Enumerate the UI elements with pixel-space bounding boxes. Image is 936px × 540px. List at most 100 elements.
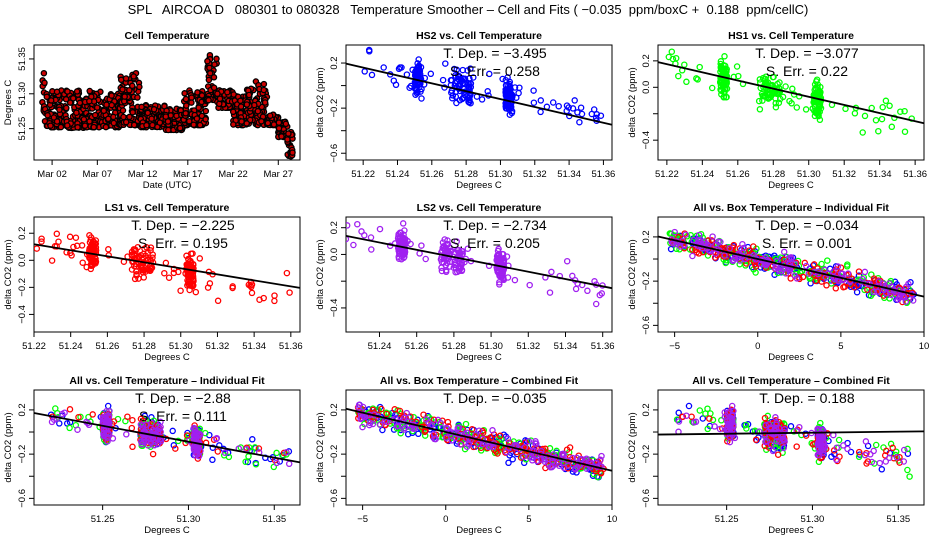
data-point: [204, 57, 211, 65]
data-point: [126, 86, 133, 94]
data-point: [773, 419, 780, 427]
data-point: [188, 99, 195, 106]
data-point: [53, 230, 61, 238]
data-point: [103, 430, 110, 437]
data-point: [136, 259, 143, 267]
data-point: [457, 265, 464, 272]
y-tick-label: −0.6: [641, 316, 652, 335]
chart-panel-all-vs-box-combined: All vs. Box Temperature – Combined Fit−5…: [315, 375, 617, 536]
x-axis-label: Degrees C: [456, 525, 502, 536]
data-point: [576, 118, 583, 126]
data-point: [864, 286, 871, 293]
x-tick-label: 51.22: [22, 341, 46, 352]
data-point: [399, 220, 407, 227]
data-point: [444, 418, 452, 426]
data-point: [462, 420, 470, 428]
data-point: [190, 261, 197, 269]
data-point: [252, 461, 260, 468]
data-point: [461, 91, 468, 99]
data-point: [588, 110, 596, 118]
data-point: [882, 458, 890, 465]
data-point: [144, 109, 152, 117]
x-tick-label: Mar 22: [218, 169, 248, 180]
plot-frame: [33, 389, 301, 506]
data-point: [694, 76, 701, 83]
data-point: [790, 428, 798, 435]
data-point: [403, 409, 410, 417]
data-point: [423, 419, 430, 426]
data-point: [723, 65, 730, 73]
data-point: [814, 425, 821, 433]
panel-title: LS2 vs. Cell Temperature: [417, 202, 542, 214]
data-point: [376, 421, 384, 429]
data-point: [87, 236, 94, 244]
data-point: [245, 453, 252, 460]
data-point: [379, 426, 386, 434]
data-point: [91, 111, 99, 119]
data-point: [196, 255, 204, 262]
data-point: [248, 289, 256, 297]
data-point: [755, 97, 763, 105]
data-point: [740, 244, 747, 252]
data-point: [893, 454, 901, 461]
data-point: [832, 285, 840, 292]
data-point: [781, 425, 788, 433]
plot-frame: [657, 216, 925, 333]
data-point: [449, 94, 456, 102]
data-point: [782, 83, 789, 90]
data-point: [40, 69, 48, 77]
data-point: [126, 113, 133, 121]
y-tick-label: 0.2: [329, 56, 340, 69]
data-point: [209, 444, 217, 451]
data-point: [66, 233, 74, 241]
data-point: [418, 242, 425, 249]
data-point: [519, 453, 527, 460]
data-point: [214, 448, 222, 455]
data-point: [502, 448, 510, 456]
y-axis-label: delta CO2 (ppm): [627, 239, 638, 309]
data-point: [47, 122, 54, 129]
data-point: [803, 262, 810, 270]
data-point: [284, 136, 291, 143]
data-point: [906, 473, 913, 480]
data-point: [366, 421, 373, 429]
data-point: [43, 93, 51, 101]
data-point: [835, 436, 843, 444]
data-point: [563, 102, 571, 109]
data-point: [237, 103, 245, 110]
data-point: [709, 416, 717, 424]
data-point: [198, 92, 206, 99]
data-point: [108, 92, 115, 99]
data-point: [904, 445, 911, 453]
data-point: [485, 443, 493, 451]
data-point: [119, 107, 127, 114]
data-point: [815, 434, 823, 441]
data-point: [717, 60, 724, 68]
data-point: [93, 104, 101, 111]
x-tick-label: 51.35: [886, 514, 910, 525]
data-point: [775, 99, 783, 107]
data-point: [463, 443, 471, 450]
data-point: [870, 288, 877, 296]
data-point: [909, 297, 917, 304]
panel-title: LS1 vs. Cell Temperature: [105, 202, 230, 214]
data-point: [361, 68, 368, 75]
data-point: [499, 251, 507, 258]
data-point: [206, 64, 213, 72]
data-point: [383, 410, 390, 418]
data-point: [134, 243, 142, 251]
data-point: [136, 83, 143, 91]
data-point: [475, 427, 483, 434]
data-point: [577, 104, 585, 111]
panel-title: All vs. Box Temperature – Individual Fit: [693, 202, 889, 214]
x-tick-label: 0: [755, 341, 760, 352]
data-point: [889, 444, 896, 452]
data-point: [731, 254, 738, 262]
x-axis-label: Degrees C: [144, 525, 190, 536]
x-axis-label: Degrees C: [456, 352, 502, 363]
data-point: [506, 80, 513, 88]
data-point: [266, 112, 274, 119]
x-tick-label: 51.32: [523, 169, 547, 180]
data-point: [791, 260, 799, 267]
data-points: [39, 51, 296, 160]
